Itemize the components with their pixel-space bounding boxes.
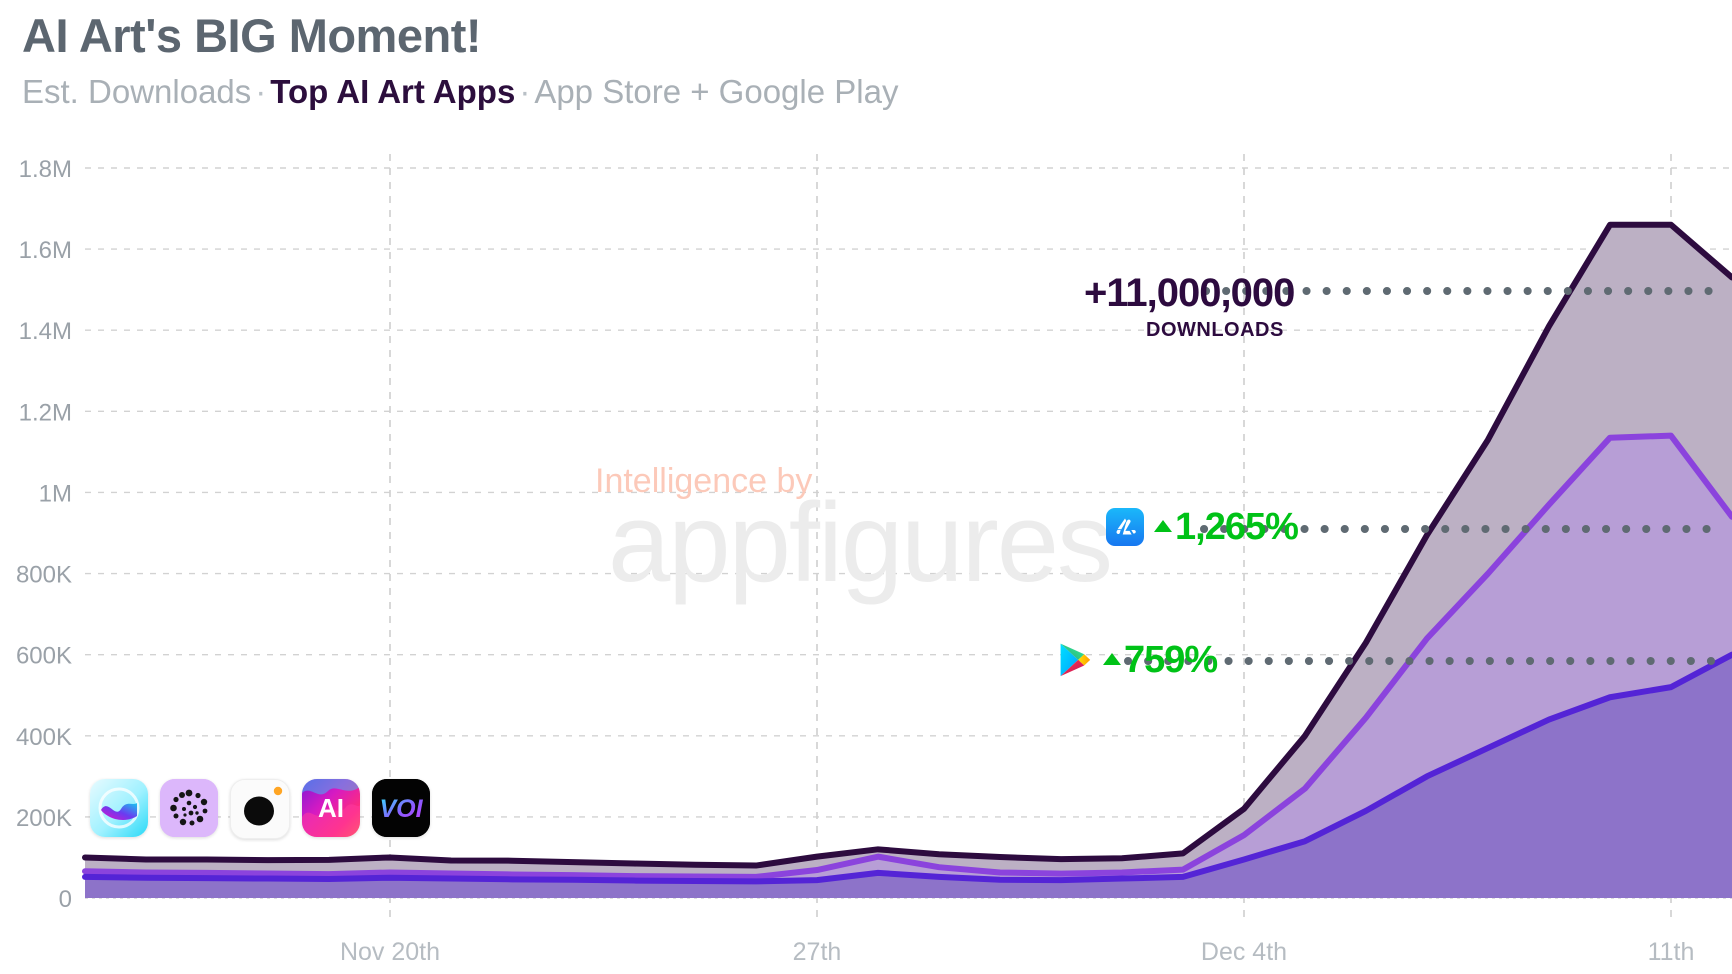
series-line bbox=[82, 221, 1732, 869]
y-axis-tick-label: 1.6M bbox=[19, 237, 72, 264]
up-arrow-icon bbox=[1103, 652, 1121, 665]
lensa-app-icon bbox=[90, 779, 148, 837]
x-axis-tick-label: Nov 20th bbox=[340, 938, 440, 966]
subtitle-apps: Top AI Art Apps bbox=[270, 72, 516, 110]
x-axis-tick-label: Dec 4th bbox=[1201, 938, 1287, 966]
leader-lines bbox=[1124, 287, 1730, 665]
dawn-ai-app-icon bbox=[160, 779, 218, 837]
chart-subtitle: Est. Downloads · Top AI Art Apps · App Store… bbox=[22, 73, 898, 111]
series-areas bbox=[82, 221, 1732, 898]
subtitle-downloads: Est. Downloads bbox=[22, 72, 252, 110]
y-axis-tick-label: 1.8M bbox=[19, 156, 72, 183]
y-axis-tick-label: 800K bbox=[16, 562, 72, 589]
up-arrow-icon bbox=[1154, 519, 1172, 532]
y-axis-tick-label: 400K bbox=[16, 724, 72, 751]
y-axis-tick-label: 1.2M bbox=[19, 399, 72, 426]
ai-art-generator-app-icon: AI bbox=[302, 779, 360, 837]
watermark-line-2: appfigures bbox=[608, 480, 1113, 605]
googleplay-annotation: 759% bbox=[1055, 639, 1218, 681]
subtitle-stores: App Store + Google Play bbox=[534, 72, 899, 110]
y-axis-labels: 0 200K 400K 600K 800K 1M 1.2M 1.4M 1.6M 1.8M bbox=[16, 156, 72, 913]
svg-text:AI: AI bbox=[318, 793, 344, 823]
x-axis-tick-label: 27th bbox=[793, 938, 842, 966]
app-icons-row: AI VOI bbox=[90, 779, 430, 839]
y-axis-tick-label: 1M bbox=[39, 480, 72, 507]
appstore-growth: 1,265% bbox=[1154, 506, 1299, 548]
series-area bbox=[85, 224, 1732, 898]
subtitle-separator-1: · bbox=[255, 72, 267, 110]
googleplay-growth: 759% bbox=[1103, 639, 1218, 681]
total-downloads-label: DOWNLOADS bbox=[1146, 319, 1284, 341]
subtitle-separator-2: · bbox=[519, 72, 531, 110]
series-area bbox=[85, 654, 1732, 898]
x-axis-labels: Nov 20th 27th Dec 4th 11th bbox=[340, 938, 1694, 966]
y-axis-tick-label: 200K bbox=[16, 805, 72, 832]
series-line bbox=[82, 432, 1732, 880]
voi-app-icon: VOI bbox=[372, 779, 430, 837]
y-axis-tick-label: 600K bbox=[16, 643, 72, 670]
y-axis-tick-label: 1.4M bbox=[19, 318, 72, 345]
series-line bbox=[82, 651, 1732, 885]
watermark-line-1: Intelligence by bbox=[595, 462, 813, 500]
googleplay-growth-value: 759% bbox=[1124, 639, 1218, 681]
x-axis-tick-label: 11th bbox=[1648, 938, 1695, 966]
total-downloads-value: +11,000,000 bbox=[1084, 271, 1295, 315]
page-title: AI Art's BIG Moment! bbox=[22, 9, 482, 62]
y-axis-tick-label: 0 bbox=[59, 886, 72, 913]
prisma-app-icon bbox=[230, 779, 290, 839]
series-area bbox=[85, 435, 1732, 898]
appstore-growth-value: 1,265% bbox=[1175, 506, 1299, 548]
app-store-icon bbox=[1106, 508, 1144, 546]
svg-text:VOI: VOI bbox=[379, 795, 423, 823]
appstore-annotation: 1,265% bbox=[1106, 506, 1299, 548]
google-play-icon bbox=[1055, 640, 1095, 680]
chart-header: AI Art's BIG Moment! Est. Downloads · Top … bbox=[22, 9, 898, 111]
